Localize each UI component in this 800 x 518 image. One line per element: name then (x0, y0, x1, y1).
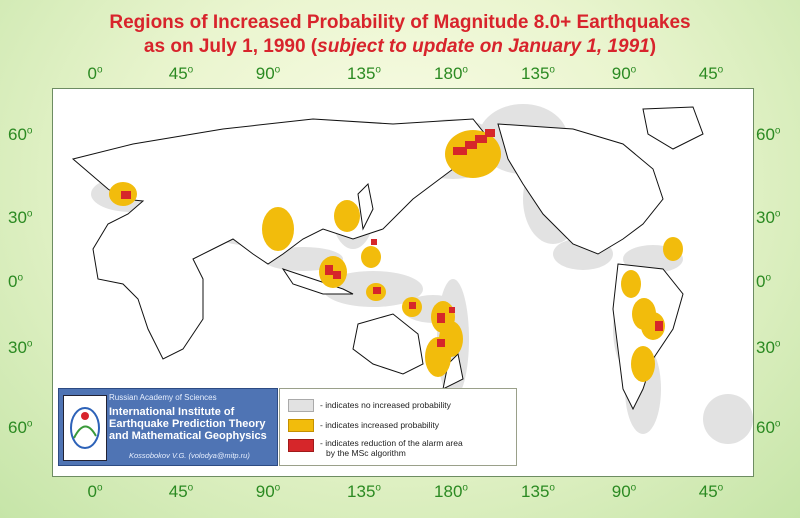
lat-label: 30o (8, 338, 33, 357)
lon-label: 45o (168, 64, 194, 83)
lat-label: 60o (756, 125, 781, 144)
lon-label: 90o (255, 482, 281, 501)
lon-label: 45o (698, 64, 724, 83)
institute-name: International Institute of Earthquake Pr… (109, 406, 267, 442)
reduced-chile (655, 321, 663, 331)
reduced-japan (371, 239, 377, 245)
institute-panel: Russian Academy of Sciences Internationa… (58, 388, 278, 466)
legend-label: - indicates no increased probability (320, 400, 451, 410)
reduced-alaska (475, 135, 487, 143)
author-credit: Kossobokov V.G. (volodya@mitp.ru) (129, 451, 250, 460)
reduced-philippines (325, 265, 333, 275)
reduced-png (373, 287, 381, 294)
lon-label: 90o (611, 482, 637, 501)
institute-logo-icon (63, 395, 107, 461)
legend-label: - indicates increased probability (320, 420, 440, 430)
lon-label: 90o (255, 64, 281, 83)
map-subtitle: as on July 1, 1990 (subject to update on… (143, 36, 657, 57)
zone-japan (334, 200, 360, 232)
lon-label: 0o (87, 482, 103, 501)
lon-label: 0o (87, 64, 103, 83)
lon-label: 180o (434, 64, 468, 83)
reduced-vanuatu (437, 313, 445, 323)
academy-label: Russian Academy of Sciences (109, 393, 217, 402)
reduced-vanuatu (449, 307, 455, 313)
lon-label: 135o (521, 64, 555, 83)
reduced-alaska (465, 141, 477, 149)
update-note: subject to update on January 1, 1991 (317, 36, 650, 57)
lat-label: 0o (8, 272, 24, 291)
zone-himalaya (262, 207, 294, 251)
zone-mariana (361, 246, 381, 268)
greenland (642, 106, 704, 150)
lon-label: 135o (521, 482, 555, 501)
reduced-alaska (485, 129, 495, 137)
reduced-solomon (409, 302, 416, 309)
zone-chile-north (641, 312, 665, 340)
lat-label: 30o (756, 338, 781, 357)
lat-label: 30o (756, 208, 781, 227)
lat-label: 60o (756, 418, 781, 437)
increased-zones (109, 130, 683, 382)
lon-label: 135o (347, 64, 381, 83)
australia (352, 313, 424, 375)
reduced-kermadec (437, 339, 445, 347)
legend-swatch-reduced (288, 439, 314, 452)
reduced-alaska (453, 147, 467, 155)
lat-label: 60o (8, 418, 33, 437)
lon-label: 180o (434, 482, 468, 501)
lon-label: 135o (347, 482, 381, 501)
lat-label: 30o (8, 208, 33, 227)
lon-label: 45o (168, 482, 194, 501)
legend: - indicates no increased probability - i… (279, 388, 517, 466)
reduced-zones (121, 129, 663, 347)
indonesia (281, 268, 354, 295)
lon-label: 45o (698, 482, 724, 501)
map-title: Regions of Increased Probability of Magn… (109, 12, 691, 33)
zone-peru (621, 270, 641, 298)
north-america (497, 123, 664, 255)
legend-swatch-increased (288, 419, 314, 432)
japan (357, 182, 374, 231)
new-zealand (442, 352, 464, 390)
lat-label: 60o (8, 125, 33, 144)
zone-chile-south (631, 346, 655, 382)
zone-caribbean (663, 237, 683, 261)
reduced-mediterranean (121, 191, 131, 199)
lon-label: 90o (611, 64, 637, 83)
legend-label: - indicates reduction of the alarm area … (320, 438, 463, 458)
lat-label: 0o (756, 272, 772, 291)
legend-swatch-no-increase (288, 399, 314, 412)
reduced-philippines (333, 271, 341, 279)
